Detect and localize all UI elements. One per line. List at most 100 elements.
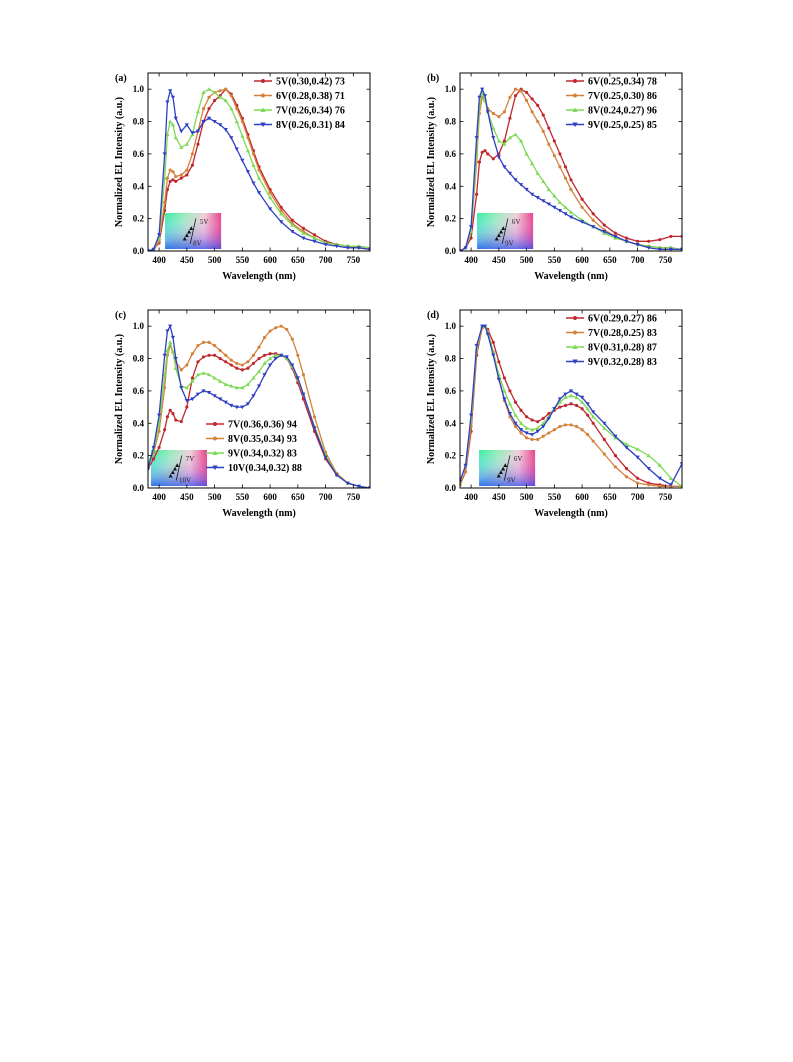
data-point [502,376,506,380]
data-point [234,405,239,410]
x-tick-label: 400 [464,492,478,502]
y-tick-label: 0.4 [445,181,457,191]
data-point [256,176,262,180]
data-point [173,116,178,121]
cie-point [187,229,192,234]
data-point [229,363,233,367]
data-point [157,413,162,418]
data-point [591,218,595,222]
series-4 [148,88,370,251]
x-axis-label: Wavelength (nm) [222,508,296,519]
data-point [157,233,162,237]
legend-swatch-marker [213,422,217,426]
data-point [513,400,518,404]
data-point [184,123,189,127]
data-point [491,353,496,358]
data-point [312,239,317,244]
data-point [624,475,629,479]
data-point [173,135,178,140]
data-point [602,223,606,227]
data-point [552,193,557,198]
data-point [679,484,682,488]
data-point [624,445,629,450]
data-point [525,436,529,440]
data-point [602,437,606,442]
cie-label-top: 6V [512,218,521,226]
plot-frame [147,72,371,252]
data-point [229,403,234,408]
panel-label: (a) [115,73,127,84]
data-point [240,385,245,390]
data-point [563,395,568,399]
data-point [646,453,651,458]
data-point [195,372,201,377]
data-point [223,400,228,405]
data-point [312,235,317,240]
data-point [541,199,546,203]
cie-trend-line [501,218,509,244]
data-point [558,405,562,409]
cie-point [184,233,189,238]
legend: 7V(0.36,0.36) 94 8V(0.35,0.34) 93 9V(0.34,… [206,420,302,474]
data-point [218,89,222,93]
legend-swatch-marker [261,93,265,98]
data-point [591,212,595,216]
data-point [541,129,545,133]
data-point [179,173,183,177]
x-tick-label: 550 [548,492,562,502]
data-point [256,369,262,374]
data-point [482,94,488,98]
cie-point [173,466,177,471]
data-point [568,215,574,220]
y-tick-label: 0.8 [445,354,457,364]
data-point [245,382,250,387]
data-point [240,119,244,124]
data-point [557,400,562,404]
data-point [218,95,223,99]
data-point [580,197,584,201]
data-point [367,247,370,251]
legend-swatch-marker [573,79,577,83]
legend-entry-label: 7V(0.36,0.36) 94 [228,420,297,431]
data-point [162,372,167,377]
data-point [518,421,524,425]
data-point [546,187,551,192]
data-point [290,363,295,368]
data-point [170,122,176,127]
data-point [530,437,534,442]
data-point [235,366,239,370]
y-axis-label: Normalized EL Intensity (a.u.) [114,97,125,227]
data-point [256,191,262,195]
data-point [190,152,194,156]
legend-entry-label: 7V(0.26,0.34) 76 [276,106,345,117]
data-point [168,408,172,412]
y-tick-label: 0.2 [445,214,457,224]
y-tick-label: 0.6 [445,386,457,396]
y-tick-label: 0.4 [445,418,457,428]
data-point [163,428,167,432]
x-tick-label: 650 [603,492,617,502]
data-point [179,176,183,180]
data-point [262,335,267,340]
data-point [519,431,523,435]
x-tick-label: 750 [347,492,361,502]
data-point [235,107,239,111]
data-point [668,247,673,251]
data-point [568,389,574,394]
data-point [525,415,529,419]
data-point [165,100,170,105]
legend-entry-label: 8V(0.31,0.28) 87 [588,343,657,354]
data-point [541,179,546,183]
data-point [218,356,222,361]
data-point [535,426,540,430]
data-point [524,187,529,192]
cie-point [175,463,180,468]
data-point [557,208,562,213]
cie-label-bottom: 9V [507,476,516,484]
data-point [229,383,234,388]
data-point [168,340,173,344]
data-point [171,178,175,182]
data-point [613,231,617,235]
data-point [508,389,512,393]
data-point [535,171,540,175]
